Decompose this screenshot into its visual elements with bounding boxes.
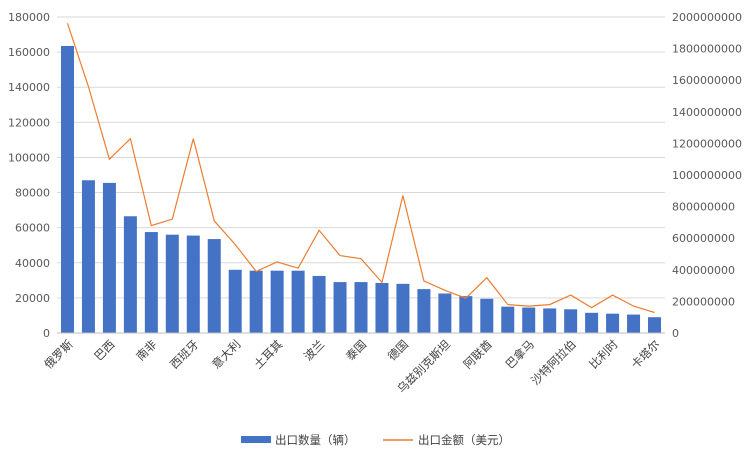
bar [480, 298, 494, 333]
bar-series [60, 45, 662, 333]
right-tick-label: 1800000000 [672, 43, 742, 56]
bar [522, 307, 536, 333]
right-tick-label: 1200000000 [672, 137, 742, 150]
category-label: 西班牙 [167, 337, 201, 371]
bar [501, 306, 515, 333]
left-tick-label: 0 [43, 327, 50, 340]
bar [585, 312, 599, 333]
bar [165, 234, 179, 333]
left-tick-label: 40000 [15, 257, 50, 270]
left-tick-label: 160000 [8, 46, 50, 59]
bar [543, 308, 557, 333]
left-tick-label: 120000 [8, 116, 50, 129]
legend-bar-swatch [241, 436, 271, 443]
bar [144, 232, 158, 333]
bar [81, 180, 95, 333]
bar [438, 293, 452, 333]
legend: 出口数量（辆） 出口金额（美元） [241, 433, 510, 447]
right-tick-label: 0 [672, 327, 679, 340]
left-tick-label: 100000 [8, 151, 50, 164]
category-label: 俄罗斯 [41, 337, 76, 372]
category-label: 波兰 [301, 337, 327, 363]
bar [417, 289, 431, 333]
bar [291, 270, 305, 333]
bar [648, 317, 662, 333]
bar [459, 296, 473, 333]
bar [186, 235, 200, 333]
right-tick-label: 200000000 [672, 295, 735, 308]
right-tick-label: 1000000000 [672, 169, 742, 182]
left-tick-label: 60000 [15, 222, 50, 235]
bar [270, 270, 284, 333]
bar [228, 269, 242, 333]
left-tick-label: 20000 [15, 292, 50, 305]
right-tick-label: 1600000000 [672, 74, 742, 87]
bar [312, 275, 326, 333]
right-tick-label: 800000000 [672, 201, 735, 214]
left-tick-label: 80000 [15, 187, 50, 200]
right-tick-label: 600000000 [672, 232, 735, 245]
category-label: 泰国 [343, 337, 369, 363]
right-tick-label: 2000000000 [672, 11, 742, 24]
category-label: 土耳其 [251, 337, 285, 371]
bar [375, 282, 389, 333]
left-tick-label: 180000 [8, 11, 50, 24]
category-label: 比利时 [586, 337, 621, 372]
category-label: 巴西 [91, 337, 117, 363]
bar [627, 314, 641, 333]
bar [606, 313, 620, 333]
category-label: 卡塔尔 [628, 337, 662, 371]
right-tick-label: 400000000 [672, 264, 735, 277]
category-label: 阿联酋 [461, 337, 495, 371]
category-label: 沙特阿拉伯 [528, 337, 579, 388]
category-label: 南非 [133, 337, 160, 364]
category-labels: 俄罗斯 巴西 南非 西班牙 意大利 土耳其 波兰 泰国 德国乌兹别克斯坦 阿联酋 巴拿马沙特阿拉伯比… [41, 337, 662, 396]
legend-bar-label: 出口数量（辆） [275, 433, 356, 447]
bar [60, 45, 74, 333]
right-tick-label: 1400000000 [672, 106, 742, 119]
bar [354, 282, 368, 333]
bar [249, 270, 263, 333]
right-axis-ticks: 0 200000000 400000000 600000000 800000000 100… [672, 11, 742, 340]
category-label: 德国 [385, 337, 411, 363]
line-path [66, 23, 655, 314]
bar [207, 239, 221, 333]
bar [102, 182, 116, 333]
category-label: 意大利 [209, 337, 243, 371]
bar [396, 283, 410, 333]
bar [333, 282, 347, 333]
bar [564, 309, 578, 333]
left-axis-ticks: 0 20000 40000 60000 80000 100000 120000 140000 1… [8, 11, 50, 340]
line-series [66, 23, 655, 314]
gridlines [57, 16, 665, 299]
legend-line-label: 出口金额（美元） [418, 433, 510, 447]
bar [123, 216, 137, 333]
left-tick-label: 140000 [8, 81, 50, 94]
category-label: 巴拿马 [503, 337, 537, 371]
